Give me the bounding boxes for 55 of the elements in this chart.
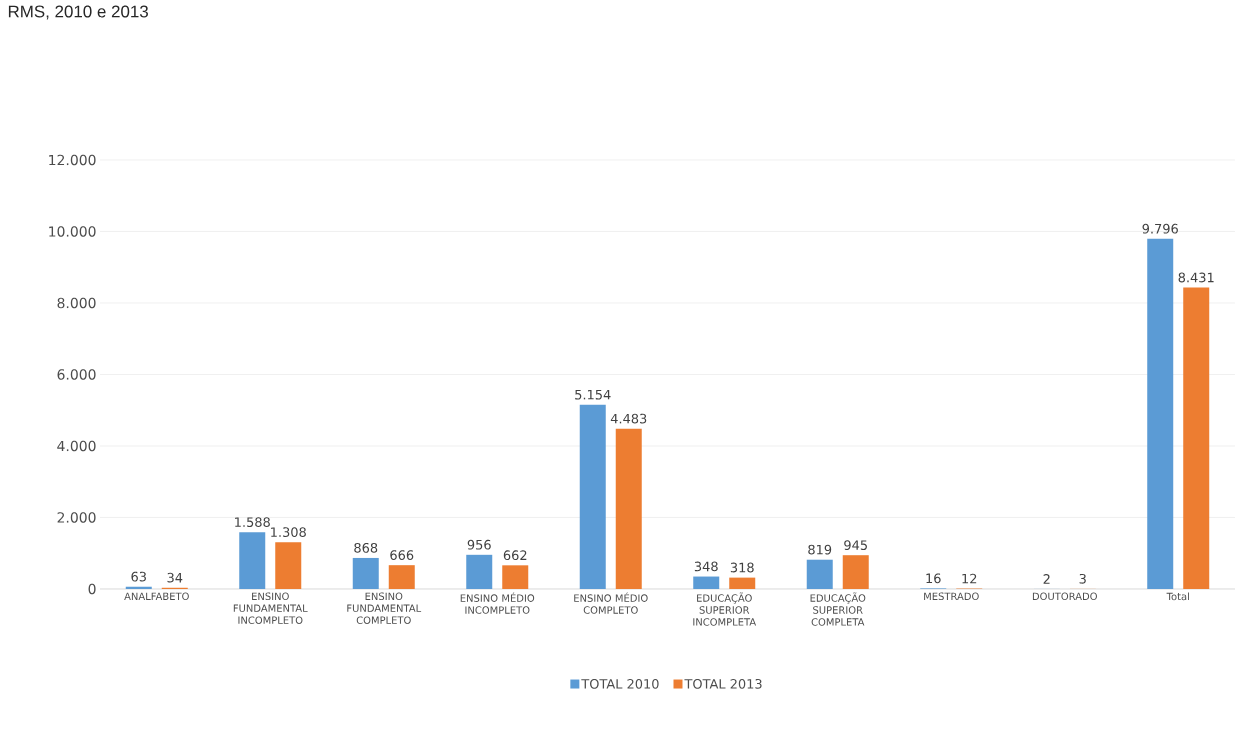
data-label: 662 (503, 550, 527, 561)
data-label: 945 (844, 540, 867, 551)
data-label: 819 (808, 544, 832, 555)
data-label: 1.588 (235, 517, 270, 528)
x-tick-label: DOUTORADO (1032, 592, 1097, 601)
y-tick-label: 4.000 (57, 440, 96, 452)
x-tick-label: ANALFABETO (124, 592, 189, 601)
x-tick-label: MESTRADO (924, 592, 979, 601)
data-label: 956 (467, 539, 491, 550)
y-tick-label: 8.000 (57, 297, 96, 309)
bar (579, 404, 606, 589)
data-label: 868 (354, 542, 378, 553)
bar (352, 557, 379, 589)
bar (275, 542, 302, 589)
y-tick-label: 6.000 (57, 369, 96, 380)
x-tick-label: ENSINO FUNDAMENTAL INCOMPLETO (233, 592, 308, 624)
bar (729, 577, 756, 589)
data-label: 16 (926, 573, 941, 584)
data-label: 63 (131, 571, 146, 582)
bar (806, 559, 833, 589)
bar (466, 554, 493, 589)
data-label: 4.483 (610, 413, 647, 424)
data-label: 34 (167, 572, 183, 583)
y-tick-label: 10.000 (49, 226, 96, 237)
bar (842, 555, 869, 589)
data-label: 5.154 (575, 389, 611, 400)
bar (693, 576, 720, 589)
data-label: 12 (962, 573, 977, 584)
data-label: 1.308 (271, 527, 306, 538)
y-tick-label: 12.000 (49, 154, 96, 166)
data-label: 348 (694, 561, 718, 572)
data-label: 2 (1043, 574, 1050, 584)
y-tick-label: 0 (88, 583, 96, 595)
data-label: 318 (730, 562, 754, 573)
data-label: 3 (1079, 573, 1086, 584)
data-label: 666 (390, 550, 414, 560)
x-tick-label: EDUCAÇÃO SUPERIOR COMPLETA (810, 592, 866, 626)
x-tick-label: ENSINO MÉDIO INCOMPLETO (460, 592, 535, 614)
bar (615, 428, 642, 589)
x-tick-label: EDUCAÇÃO SUPERIOR INCOMPLETA (693, 592, 757, 626)
data-label: 9.796 (1142, 223, 1178, 234)
x-tick-label: ENSINO FUNDAMENTAL COMPLETO (347, 592, 422, 624)
bar (502, 565, 529, 589)
bar (125, 586, 152, 589)
chart-title: RMS, 2010 e 2013 (8, 5, 148, 20)
bar (1183, 287, 1210, 589)
x-tick-label: Total (1166, 592, 1189, 601)
bar (1147, 238, 1174, 589)
data-label: 8.431 (1178, 272, 1214, 283)
legend-label: TOTAL 2013 (684, 678, 762, 689)
bar (239, 532, 266, 589)
bar (388, 565, 415, 589)
y-tick-label: 2.000 (57, 512, 96, 523)
legend-label: TOTAL 2010 (581, 678, 659, 689)
x-tick-label: ENSINO MÉDIO COMPLETO (574, 592, 648, 614)
